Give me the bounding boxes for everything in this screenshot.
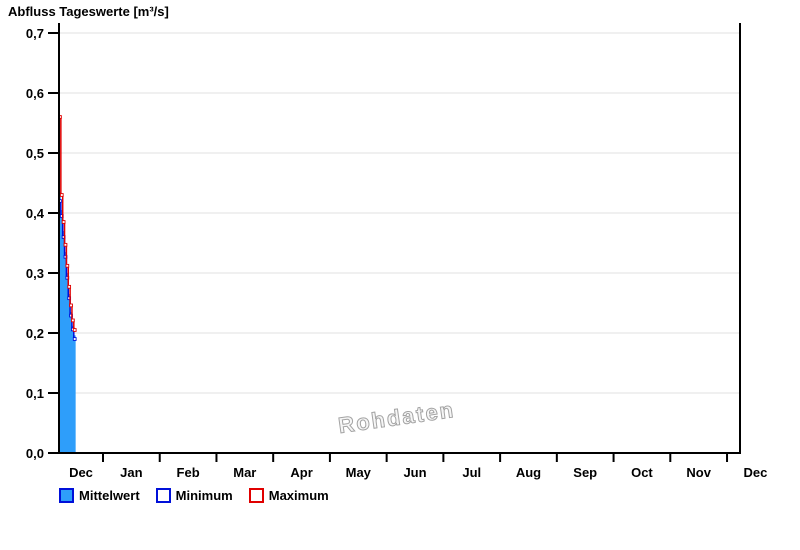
y-tick-label: 0,4: [26, 206, 45, 221]
maximum-marker: [72, 328, 77, 332]
x-month-label: Nov: [686, 465, 711, 480]
x-month-label: May: [346, 465, 372, 480]
mean-area: [59, 192, 76, 453]
x-month-label: Jun: [403, 465, 426, 480]
maximum-marker: [71, 318, 75, 323]
maximum-marker: [61, 220, 66, 224]
x-month-label: Apr: [290, 465, 312, 480]
mittelwert-swatch-icon: [59, 488, 74, 503]
x-month-label: Mar: [233, 465, 256, 480]
legend-label-maximum: Maximum: [268, 488, 329, 503]
legend: Mittelwert Minimum Maximum: [59, 488, 345, 503]
axis-labels: 0,0 0,1 0,2 0,3 0,4 0,5 0,6 0,7 Dec Jan Feb Mar Apr M…: [26, 26, 767, 480]
legend-item-minimum: Minimum: [155, 488, 233, 503]
x-month-label: Aug: [516, 465, 541, 480]
y-tick-label: 0,1: [26, 386, 44, 401]
y-tick-label: 0,7: [26, 26, 44, 41]
legend-label-minimum: Minimum: [175, 488, 233, 503]
x-month-label: Dec: [743, 465, 767, 480]
x-month-label: Feb: [177, 465, 200, 480]
minimum-swatch-icon: [155, 488, 171, 503]
axes: [48, 23, 741, 462]
legend-item-maximum: Maximum: [248, 488, 329, 503]
maximum-marker: [63, 242, 68, 247]
y-tick-label: 0,0: [26, 446, 44, 461]
maximum-marker: [65, 263, 70, 268]
maximum-marker: [69, 303, 73, 308]
y-tick-label: 0,2: [26, 326, 44, 341]
minimum-marker: [72, 337, 77, 341]
y-tick-label: 0,6: [26, 86, 44, 101]
legend-label-mittelwert: Mittelwert: [79, 488, 140, 503]
x-month-label: Jul: [462, 465, 481, 480]
y-tick-label: 0,5: [26, 146, 44, 161]
x-month-label: Sep: [573, 465, 597, 480]
x-month-label: Dec: [69, 465, 93, 480]
y-tick-label: 0,3: [26, 266, 44, 281]
maximum-swatch-icon: [248, 488, 264, 503]
maximum-marker: [67, 284, 72, 289]
chart-title: Abfluss Tageswerte [m³/s]: [8, 4, 169, 19]
legend-item-mittelwert: Mittelwert: [59, 488, 140, 503]
data-series: [58, 115, 77, 453]
x-month-label: Oct: [631, 465, 653, 480]
x-month-label: Jan: [120, 465, 142, 480]
gridlines: [60, 32, 739, 394]
maximum-marker: [59, 193, 64, 197]
